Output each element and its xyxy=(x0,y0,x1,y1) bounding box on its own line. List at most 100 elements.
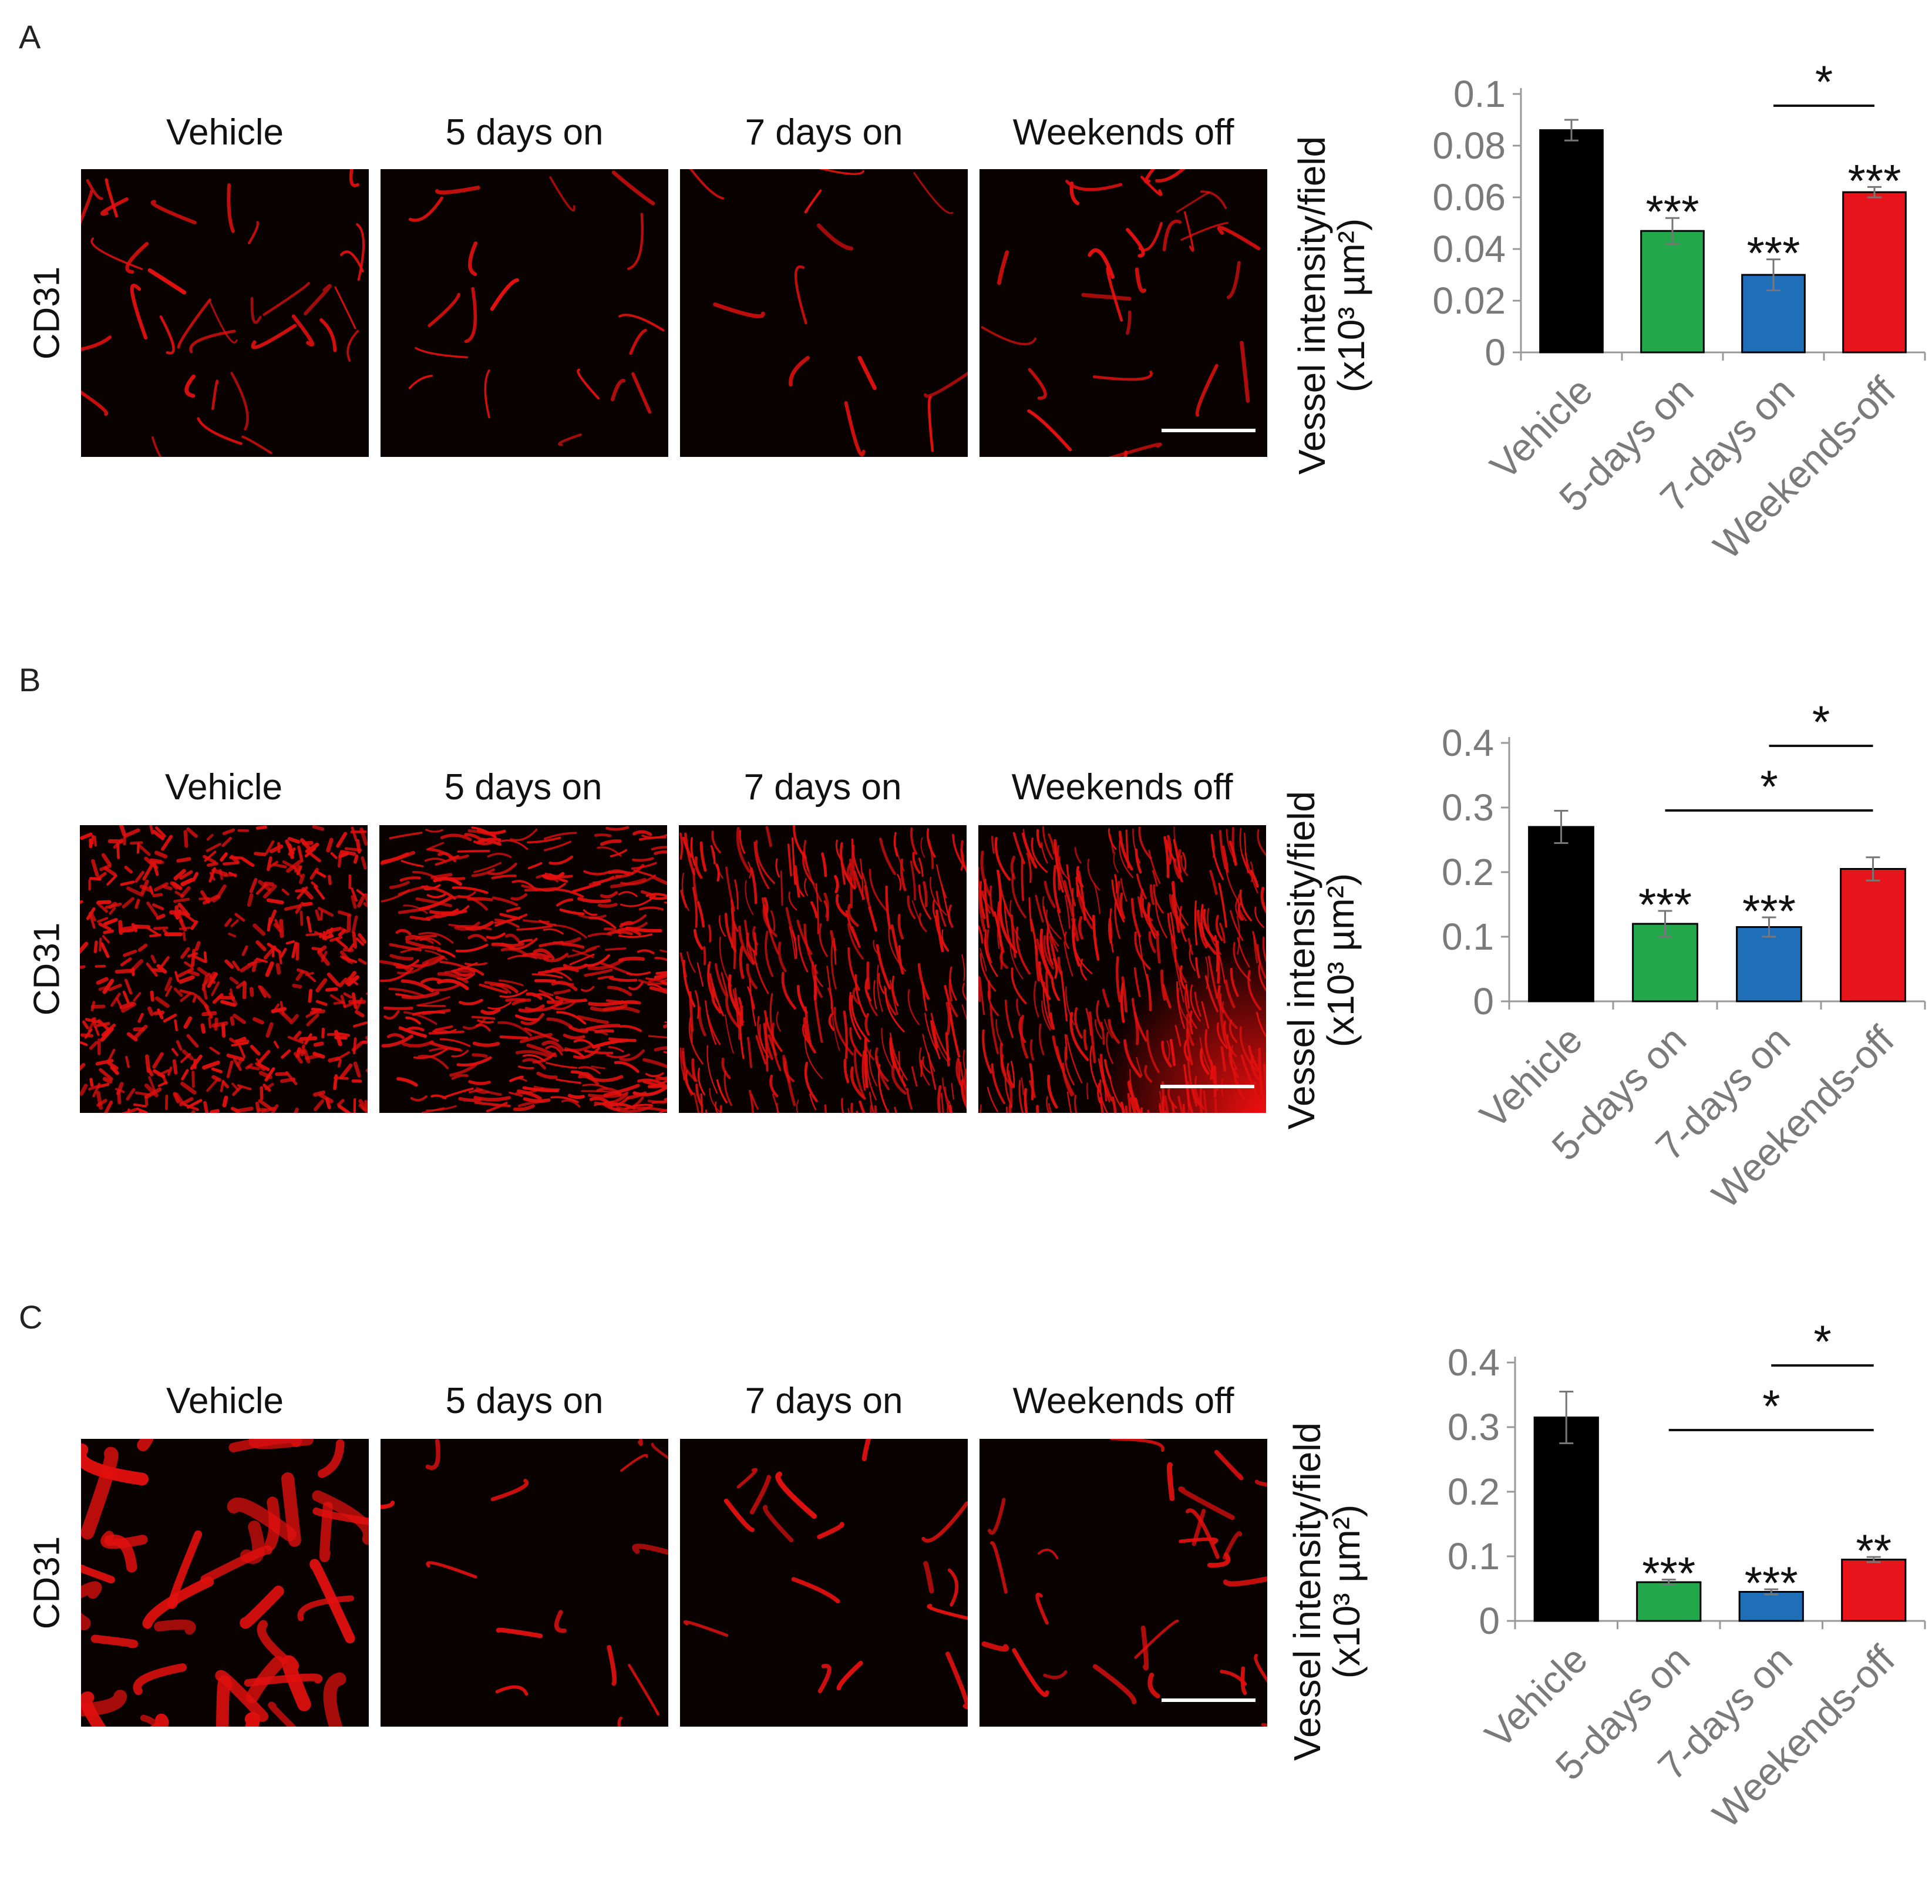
y-tick-label: 0.04 xyxy=(1432,228,1506,270)
panel-letter: B xyxy=(19,661,41,699)
vessel-segment xyxy=(268,919,270,930)
vessel-segment xyxy=(338,1034,349,1035)
vessel-segment xyxy=(324,933,325,939)
vessel-segment xyxy=(649,1101,665,1102)
vessel-segment xyxy=(570,1095,583,1097)
vessel-segment xyxy=(325,1507,328,1557)
vessel-segment xyxy=(258,827,266,828)
stain-label-text: CD31 xyxy=(26,267,68,360)
y-tick-label: 0.06 xyxy=(1432,176,1506,218)
vessel-segment xyxy=(134,1105,146,1106)
vessel-segment xyxy=(469,899,492,900)
significance-label: *** xyxy=(1746,227,1800,279)
vessel-segment xyxy=(979,977,980,1001)
vessel-segment xyxy=(158,916,164,918)
vessel-segment xyxy=(1022,860,1023,900)
vessel-segment xyxy=(164,886,170,888)
vessel-segment xyxy=(294,985,300,987)
vessel-segment xyxy=(781,872,782,905)
vessel-segment xyxy=(232,1018,233,1024)
y-axis-label-line1: Vessel intensity/field xyxy=(1282,791,1321,1129)
vessel-segment xyxy=(501,1037,527,1038)
y-tick-label: 0 xyxy=(1473,980,1494,1022)
significance-label: *** xyxy=(1645,186,1699,237)
image-label-weekends-off: Weekends off xyxy=(980,112,1267,153)
micrograph-7-days-on xyxy=(680,1439,968,1727)
micrograph-7-days-on xyxy=(679,825,967,1113)
vessel-segment xyxy=(606,948,625,950)
y-tick-label: 0.1 xyxy=(1453,73,1506,115)
vessel-segment xyxy=(287,941,294,943)
bar xyxy=(1841,869,1906,1002)
micrograph-svg xyxy=(980,169,1267,457)
y-tick-label: 0.3 xyxy=(1442,786,1494,829)
vessel-segment xyxy=(655,1048,667,1049)
bar xyxy=(1529,827,1594,1001)
vessel-segment xyxy=(154,894,161,896)
y-tick-label: 0.4 xyxy=(1448,1341,1500,1384)
vessel-segment xyxy=(151,826,153,833)
micrograph-svg xyxy=(978,825,1266,1113)
vessel-segment xyxy=(701,1094,702,1113)
micrograph-5-days-on xyxy=(381,1439,668,1727)
vessel-segment xyxy=(197,943,199,949)
vessel-segment xyxy=(327,1099,329,1108)
vessel-segment xyxy=(1169,1465,1172,1498)
vessel-segment xyxy=(315,1044,322,1045)
vessel-segment xyxy=(298,1049,299,1056)
vessel-segment xyxy=(704,947,705,964)
significance-label: *** xyxy=(1847,154,1901,206)
vessel-segment xyxy=(261,1088,262,1098)
vessel-segment xyxy=(92,836,93,843)
bracket-label: * xyxy=(1815,56,1833,107)
bracket-label: * xyxy=(1812,696,1830,748)
vessel-segment xyxy=(270,1502,274,1545)
vessel-segment xyxy=(691,1025,692,1042)
bar xyxy=(1737,927,1802,1002)
image-label-weekends-off: Weekends off xyxy=(980,1380,1267,1422)
vessel-segment xyxy=(268,858,271,870)
vessel-segment xyxy=(314,827,323,829)
vessel-segment xyxy=(205,953,206,961)
y-axis-label-line2: (x10³ µm²) xyxy=(1327,1422,1366,1761)
y-tick-label: 0.2 xyxy=(1442,851,1494,893)
micrograph-svg xyxy=(679,825,967,1113)
y-tick-label: 0.3 xyxy=(1448,1406,1500,1448)
vessel-segment xyxy=(327,989,336,990)
panel-letter: A xyxy=(19,18,41,56)
image-label-7-days-on: 7 days on xyxy=(680,112,968,153)
x-tick-label: Weekends-off xyxy=(1704,1017,1903,1216)
bar xyxy=(1641,231,1704,352)
vessel-segment xyxy=(149,1008,152,1014)
vessel-segment xyxy=(1211,1061,1212,1079)
vessel-segment xyxy=(175,1021,176,1030)
vessel-segment xyxy=(251,989,252,995)
vessel-segment xyxy=(212,1111,218,1112)
image-label-vehicle: Vehicle xyxy=(81,1380,369,1422)
vessel-segment xyxy=(620,1002,639,1004)
vessel-segment xyxy=(312,1009,321,1010)
vessel-segment xyxy=(657,972,667,974)
micrograph-background xyxy=(381,169,668,457)
image-label-weekends-off: Weekends off xyxy=(978,766,1266,808)
vessel-segment xyxy=(209,1018,210,1027)
vessel-segment xyxy=(825,1105,826,1113)
micrograph-svg xyxy=(680,1439,968,1727)
micrograph-weekends-off xyxy=(978,825,1266,1113)
vessel-segment xyxy=(249,895,251,904)
vessel-segment xyxy=(186,832,187,846)
vessel-segment xyxy=(321,911,322,919)
vessel-segment xyxy=(312,1011,324,1012)
image-label-7-days-on: 7 days on xyxy=(680,1380,968,1422)
vessel-segment xyxy=(174,1061,176,1073)
vessel-segment xyxy=(1046,973,1047,993)
vessel-segment xyxy=(105,931,112,933)
significance-label: *** xyxy=(1745,1557,1798,1609)
vessel-segment xyxy=(474,1043,498,1045)
vessel-segment xyxy=(220,870,222,879)
y-axis-label: Vessel intensity/field(x10³ µm²) xyxy=(1286,1363,1368,1821)
vessel-segment xyxy=(95,942,96,951)
y-tick-label: 0.08 xyxy=(1432,125,1506,167)
